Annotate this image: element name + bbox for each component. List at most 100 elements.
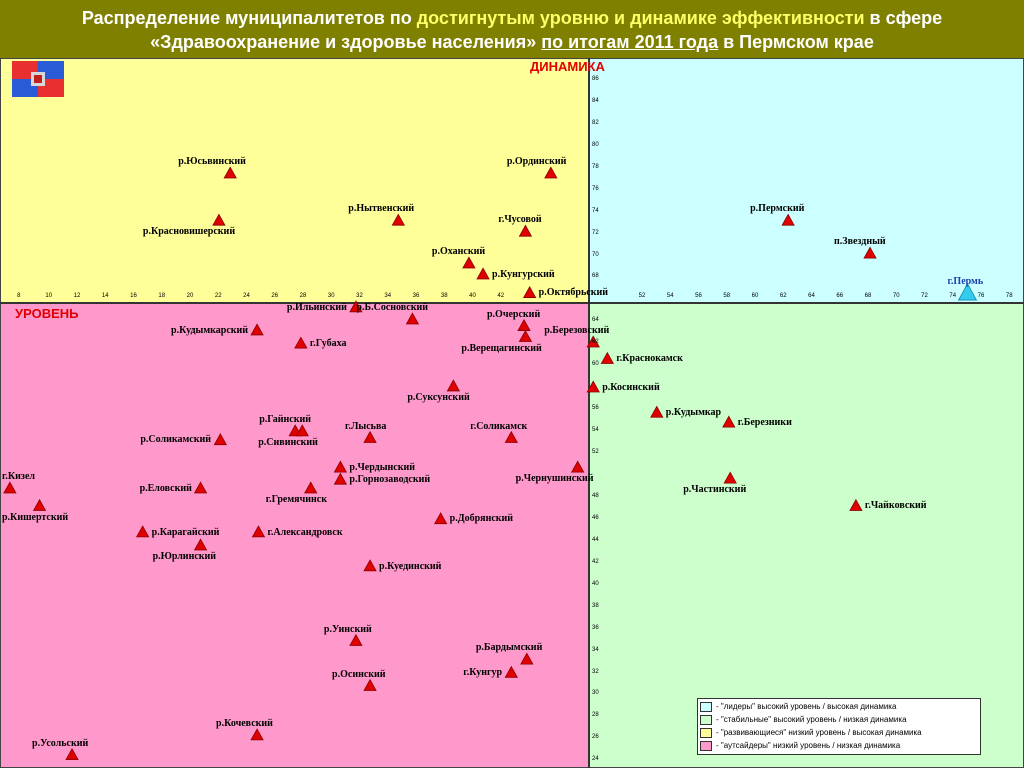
title-underlined: по итогам 2011 года — [541, 32, 719, 52]
point-marker — [349, 633, 363, 646]
point-marker — [294, 336, 308, 349]
point-marker — [781, 213, 795, 226]
y-tick-label: 80 — [592, 141, 599, 148]
x-axis-title: УРОВЕНЬ — [15, 306, 79, 321]
y-tick-label: 24 — [592, 756, 599, 763]
point-marker — [193, 481, 208, 494]
y-tick-label: 44 — [592, 536, 599, 543]
x-tick-label: 36 — [412, 293, 420, 299]
point-marker — [586, 335, 600, 348]
scatter-chart: ДИНАМИКА УРОВЕНЬ 8 10 12 14 16 18 20 22 24 26 28 30… — [0, 58, 1024, 768]
point-marker — [212, 213, 226, 226]
point-label: р.Чернушинский — [515, 473, 594, 485]
point-marker — [518, 329, 533, 342]
point-marker — [250, 323, 264, 336]
quadrant-leaders — [589, 58, 1024, 303]
x-tick-label: 30 — [327, 293, 335, 299]
point-label: р.Очерский — [487, 308, 541, 320]
point-label: р.Верещагинский — [461, 342, 542, 354]
y-tick-label: 30 — [592, 690, 599, 697]
point-marker — [518, 224, 533, 237]
point-marker — [349, 300, 363, 313]
point-label: р.Горнозаводский — [349, 473, 431, 485]
point-label: р.Березовский — [544, 325, 610, 337]
point-marker — [295, 424, 309, 437]
x-tick-label: 68 — [864, 293, 872, 299]
title-part: в сфере — [864, 8, 943, 28]
x-tick-label: 52 — [638, 293, 646, 299]
point-marker — [363, 559, 377, 572]
point-label: г.Соликамск — [470, 420, 528, 432]
point-marker — [193, 538, 208, 551]
point-label: р.Сивинский — [258, 437, 318, 449]
chart-axes — [0, 58, 1024, 768]
y-tick-label: 74 — [592, 207, 599, 214]
point-label: р.Бардымский — [475, 642, 543, 654]
x-tick-label: 14 — [101, 293, 109, 299]
y-tick-label: 68 — [592, 273, 599, 280]
point-marker — [304, 481, 318, 494]
point-marker — [476, 267, 490, 280]
title-line-1: Распределение муниципалитетов по достигн… — [0, 6, 1024, 30]
legend: - "лидеры" высокий уровень / высокая дин… — [697, 698, 981, 755]
x-tick-label: 58 — [723, 293, 731, 299]
title-highlight: достигнутым уровню и динамике эффективно… — [416, 8, 865, 28]
point-marker — [433, 512, 448, 525]
x-tick-label: 26 — [271, 293, 279, 299]
x-tick-label: 16 — [130, 293, 137, 299]
point-marker — [333, 472, 348, 485]
point-label: р.Карагайский — [151, 526, 220, 538]
x-tick-label: 66 — [836, 293, 844, 299]
point-marker — [363, 678, 377, 691]
point-marker — [32, 498, 47, 511]
y-tick-label: 86 — [592, 75, 599, 82]
x-tick-label: 76 — [977, 293, 985, 299]
point-label: р.Кудымкар — [665, 406, 722, 418]
legend-text: - "развивающиеся" низкий уровень / высок… — [716, 728, 922, 737]
quadrant-stable — [589, 303, 1024, 768]
title-part: «Здравоохранение и здоровье населения» — [150, 32, 542, 52]
point-marker — [213, 433, 228, 446]
y-tick-label: 26 — [592, 734, 599, 741]
point-marker — [250, 728, 264, 741]
slide-title: Распределение муниципалитетов по достигн… — [0, 0, 1024, 58]
x-tick-label: 40 — [469, 293, 476, 299]
point-label: р.Октябрьский — [538, 287, 609, 299]
point-label: р.Ильинский — [286, 301, 347, 313]
x-tick-label: 62 — [779, 293, 787, 299]
point-label: р.Суксунский — [407, 392, 470, 404]
y-tick-label: 28 — [592, 712, 599, 719]
x-tick-label: 60 — [751, 293, 759, 299]
point-label: г.Чайковский — [864, 500, 927, 512]
point-marker — [446, 379, 461, 392]
point-label: р.Осинский — [332, 668, 386, 680]
point-marker — [223, 166, 237, 179]
point-label: г.Кунгур — [463, 667, 503, 679]
point-label: г.Кизел — [2, 471, 35, 483]
point-label: р.Юрлинский — [152, 551, 217, 563]
legend-row-developing: - "развивающиеся" низкий уровень / высок… — [700, 727, 978, 739]
point-label: р.Ординский — [506, 156, 567, 168]
x-tick-label: 74 — [949, 293, 957, 299]
y-tick-label: 76 — [592, 185, 599, 192]
point-marker — [517, 318, 531, 331]
legend-swatch — [700, 741, 712, 751]
y-tick-label: 36 — [592, 624, 599, 631]
x-tick-label: 70 — [892, 293, 900, 299]
y-tick-label: 46 — [592, 514, 599, 521]
point-label: г.Гремячинск — [265, 494, 327, 506]
point-label: р.Юсьвинский — [178, 156, 246, 168]
y-tick-label: 38 — [592, 602, 599, 609]
point-label: г.Губаха — [309, 337, 347, 349]
x-tick-label: 56 — [695, 293, 702, 299]
y-tick-label: 62 — [592, 339, 599, 346]
x-tick-label: 24 — [243, 293, 250, 299]
title-part: Распределение муниципалитетов по — [81, 8, 417, 28]
y-tick-label: 60 — [592, 361, 599, 368]
point-label: р.Соликамский — [140, 434, 211, 446]
point-label: р.Уинский — [323, 623, 372, 635]
x-tick-label: 54 — [666, 293, 674, 299]
point-label: р.Кишертский — [2, 511, 69, 523]
x-tick-label: 34 — [384, 293, 392, 299]
point-marker — [65, 748, 79, 761]
